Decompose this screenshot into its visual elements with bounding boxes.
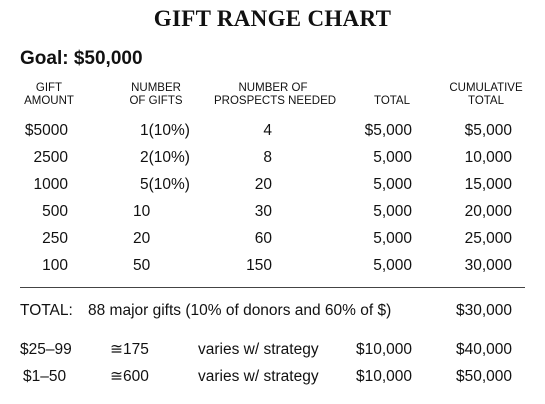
number-of-gifts: 2(10%) <box>140 149 190 166</box>
row-cumulative: 25,000 <box>464 230 512 247</box>
strategy-note: varies w/ strategy <box>198 368 319 385</box>
header-cumulative-total: CUMULATIVE TOTAL <box>446 82 526 108</box>
number-of-gifts: 10 <box>133 203 151 220</box>
row-cumulative: $50,000 <box>455 368 512 385</box>
gift-range: $25–99 <box>20 341 72 358</box>
divider <box>20 287 525 288</box>
header-gift-amount-line2: AMOUNT <box>24 95 74 107</box>
donor-count: ≅175 <box>110 341 149 358</box>
goal-label: Goal: $50,000 <box>20 48 143 69</box>
strategy-note: varies w/ strategy <box>198 341 319 358</box>
header-gift-amount: GIFT AMOUNT <box>22 82 76 108</box>
total-label: TOTAL: <box>20 302 73 319</box>
row-cumulative: 10,000 <box>464 149 512 166</box>
header-number-of-gifts-line2: OF GIFTS <box>129 95 183 107</box>
row-total: $10,000 <box>355 368 412 385</box>
gift-amount: 100 <box>42 257 68 274</box>
row-total: 5,000 <box>373 257 412 274</box>
row-total: 5,000 <box>373 230 412 247</box>
gift-range: $1–50 <box>23 368 67 385</box>
header-prospects-needed: NUMBER OF PROSPECTS NEEDED <box>214 82 337 108</box>
number-of-gifts: 1(10%) <box>140 122 190 139</box>
header-total: TOTAL <box>374 95 410 107</box>
row-total: $10,000 <box>355 341 412 358</box>
total-description: 88 major gifts (10% of donors and 60% of… <box>88 302 392 319</box>
gift-amount: 1000 <box>33 176 68 193</box>
prospects-needed: 30 <box>254 203 272 220</box>
total-cumulative: $30,000 <box>455 302 512 319</box>
row-total: $5,000 <box>364 122 412 139</box>
row-cumulative: 30,000 <box>464 257 512 274</box>
gift-amount: $5000 <box>24 122 68 139</box>
gift-amount: 2500 <box>33 149 68 166</box>
prospects-needed: 8 <box>263 149 272 166</box>
gift-amount: 500 <box>42 203 68 220</box>
row-cumulative: 20,000 <box>464 203 512 220</box>
number-of-gifts: 20 <box>133 230 151 247</box>
header-number-of-gifts-line1: NUMBER <box>131 82 181 94</box>
header-cumulative-line1: CUMULATIVE <box>449 82 523 94</box>
header-number-of-gifts: NUMBER OF GIFTS <box>124 82 188 108</box>
row-cumulative: $40,000 <box>455 341 512 358</box>
row-total: 5,000 <box>373 176 412 193</box>
header-gift-amount-line1: GIFT <box>35 82 63 94</box>
row-total: 5,000 <box>373 149 412 166</box>
row-cumulative: $5,000 <box>464 122 512 139</box>
number-of-gifts: 50 <box>133 257 151 274</box>
header-prospects-needed-line1: NUMBER OF <box>238 82 308 94</box>
row-cumulative: 15,000 <box>464 176 512 193</box>
prospects-needed: 60 <box>254 230 272 247</box>
row-total: 5,000 <box>373 203 412 220</box>
donor-count: ≅600 <box>110 368 149 385</box>
prospects-needed: 4 <box>263 122 272 139</box>
header-prospects-needed-line2: PROSPECTS NEEDED <box>214 95 337 107</box>
number-of-gifts: 5(10%) <box>140 176 190 193</box>
chart-title: GIFT RANGE CHART <box>153 6 392 31</box>
gift-amount: 250 <box>42 230 68 247</box>
prospects-needed: 20 <box>254 176 272 193</box>
header-cumulative-line2: TOTAL <box>468 95 504 107</box>
prospects-needed: 150 <box>246 257 272 274</box>
